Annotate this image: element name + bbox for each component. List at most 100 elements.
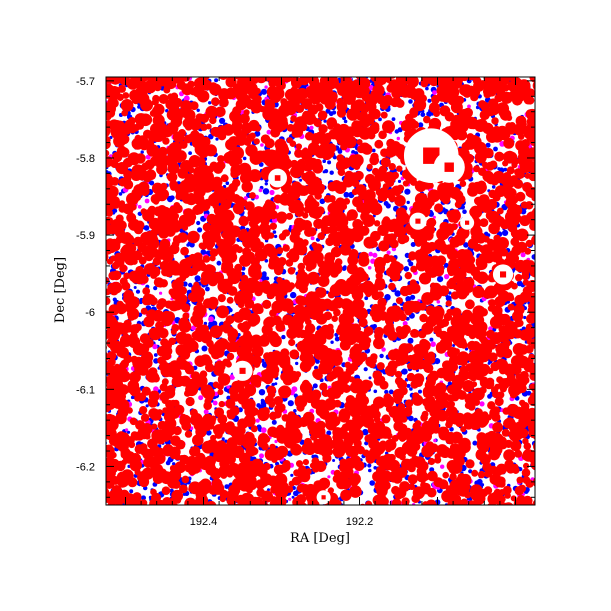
red-point bbox=[448, 277, 457, 286]
red-point bbox=[121, 109, 128, 117]
blue-point bbox=[112, 297, 117, 302]
red-point bbox=[149, 156, 160, 167]
red-point bbox=[226, 352, 235, 361]
red-point bbox=[401, 234, 410, 243]
red-point bbox=[184, 497, 197, 505]
red-point bbox=[296, 276, 309, 290]
red-point bbox=[131, 258, 138, 265]
red-point bbox=[245, 99, 256, 110]
blue-point bbox=[420, 112, 426, 117]
blue-point bbox=[265, 276, 270, 281]
red-point bbox=[399, 453, 406, 461]
red-point bbox=[317, 110, 328, 121]
blue-point bbox=[402, 71, 407, 76]
red-point bbox=[106, 83, 115, 96]
magenta-point bbox=[535, 288, 539, 292]
red-point bbox=[371, 290, 381, 301]
blue-point bbox=[425, 86, 429, 91]
blue-point bbox=[262, 188, 270, 195]
red-point bbox=[406, 372, 416, 382]
red-point bbox=[201, 440, 215, 454]
magenta-point bbox=[260, 143, 264, 147]
blue-point bbox=[523, 315, 527, 320]
red-point bbox=[170, 184, 177, 191]
blue-point bbox=[534, 132, 535, 134]
red-point bbox=[216, 305, 230, 319]
red-point bbox=[276, 475, 286, 485]
red-point bbox=[217, 155, 225, 163]
blue-point bbox=[264, 259, 269, 263]
red-point bbox=[478, 100, 487, 109]
magenta-point bbox=[144, 198, 150, 204]
magenta-point bbox=[522, 72, 526, 76]
red-point bbox=[358, 126, 372, 140]
red-point bbox=[106, 134, 107, 139]
red-point bbox=[374, 139, 384, 149]
magenta-point bbox=[259, 453, 264, 459]
blue-point bbox=[476, 478, 483, 485]
blue-point bbox=[434, 358, 441, 365]
red-point bbox=[511, 310, 524, 322]
red-point bbox=[116, 220, 127, 231]
red-point bbox=[515, 274, 523, 282]
red-point bbox=[110, 451, 117, 459]
red-point bbox=[489, 473, 502, 486]
blue-point bbox=[391, 117, 396, 121]
blue-point bbox=[188, 282, 193, 288]
blue-point bbox=[394, 290, 401, 297]
red-point bbox=[178, 294, 188, 304]
red-point bbox=[253, 77, 256, 78]
blue-point bbox=[206, 430, 212, 436]
magenta-point bbox=[444, 274, 450, 280]
blue-point bbox=[394, 129, 399, 134]
blue-point bbox=[145, 404, 149, 408]
red-point bbox=[485, 149, 494, 157]
red-point bbox=[427, 268, 437, 278]
blue-point bbox=[364, 296, 369, 301]
red-point bbox=[150, 229, 159, 237]
blue-point bbox=[113, 208, 118, 213]
blue-point bbox=[319, 198, 326, 205]
red-point bbox=[528, 171, 535, 182]
blue-point bbox=[102, 296, 106, 300]
red-point bbox=[140, 413, 150, 422]
red-point bbox=[193, 281, 200, 288]
blue-point bbox=[262, 272, 267, 278]
red-point bbox=[292, 80, 300, 89]
red-point bbox=[405, 405, 413, 412]
blue-point bbox=[405, 316, 410, 321]
red-point bbox=[269, 222, 277, 230]
blue-point bbox=[468, 469, 473, 474]
blue-point bbox=[379, 353, 384, 359]
red-point bbox=[427, 470, 438, 482]
magenta-point bbox=[258, 188, 263, 193]
red-point bbox=[280, 98, 288, 106]
blue-point bbox=[417, 122, 424, 128]
red-point bbox=[386, 83, 396, 93]
magenta-point bbox=[191, 325, 196, 331]
blue-point bbox=[536, 115, 539, 118]
magenta-point bbox=[396, 136, 400, 141]
red-point bbox=[401, 213, 409, 221]
red-point bbox=[405, 77, 418, 83]
blue-point bbox=[445, 295, 452, 302]
magenta-point bbox=[101, 429, 105, 433]
red-point bbox=[106, 444, 113, 451]
blue-point bbox=[378, 117, 382, 122]
red-point bbox=[491, 117, 499, 125]
red-point bbox=[217, 383, 224, 390]
red-point bbox=[202, 255, 211, 263]
blue-point bbox=[443, 262, 449, 268]
red-point bbox=[315, 103, 324, 112]
blue-point bbox=[536, 143, 542, 149]
blue-point bbox=[491, 185, 496, 189]
red-point bbox=[358, 317, 368, 328]
blue-point bbox=[203, 321, 208, 326]
red-point bbox=[492, 422, 503, 433]
magenta-point bbox=[488, 326, 493, 331]
magenta-point bbox=[259, 279, 263, 283]
red-point bbox=[516, 476, 524, 484]
red-point bbox=[532, 80, 535, 91]
red-point bbox=[349, 376, 356, 383]
red-point bbox=[493, 488, 502, 497]
